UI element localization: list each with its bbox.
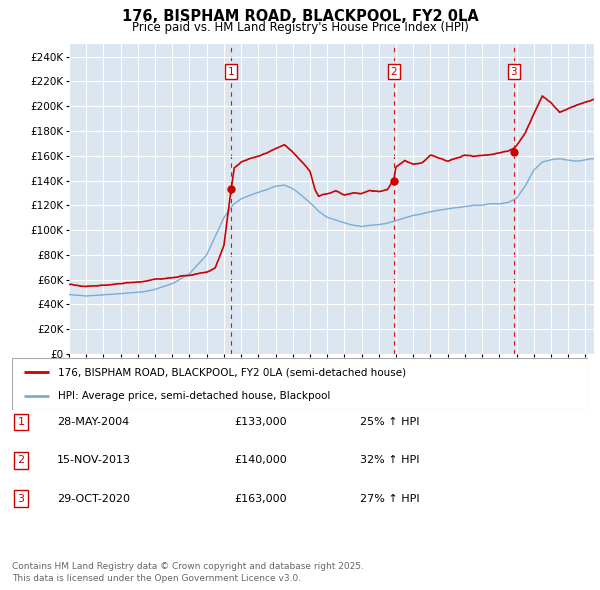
- Text: 25% ↑ HPI: 25% ↑ HPI: [360, 417, 419, 427]
- Text: 176, BISPHAM ROAD, BLACKPOOL, FY2 0LA (semi-detached house): 176, BISPHAM ROAD, BLACKPOOL, FY2 0LA (s…: [58, 367, 406, 377]
- Text: 2: 2: [391, 67, 397, 77]
- Text: 3: 3: [511, 67, 517, 77]
- Text: 176, BISPHAM ROAD, BLACKPOOL, FY2 0LA: 176, BISPHAM ROAD, BLACKPOOL, FY2 0LA: [122, 9, 478, 24]
- Text: 29-OCT-2020: 29-OCT-2020: [57, 494, 130, 503]
- Text: HPI: Average price, semi-detached house, Blackpool: HPI: Average price, semi-detached house,…: [58, 391, 331, 401]
- Text: 3: 3: [17, 494, 25, 503]
- Text: £140,000: £140,000: [234, 455, 287, 465]
- Text: 15-NOV-2013: 15-NOV-2013: [57, 455, 131, 465]
- Text: Price paid vs. HM Land Registry's House Price Index (HPI): Price paid vs. HM Land Registry's House …: [131, 21, 469, 34]
- Text: 2: 2: [17, 455, 25, 465]
- Text: 1: 1: [227, 67, 234, 77]
- Text: 27% ↑ HPI: 27% ↑ HPI: [360, 494, 419, 503]
- Text: £163,000: £163,000: [234, 494, 287, 503]
- Text: £133,000: £133,000: [234, 417, 287, 427]
- Text: Contains HM Land Registry data © Crown copyright and database right 2025.
This d: Contains HM Land Registry data © Crown c…: [12, 562, 364, 583]
- Text: 32% ↑ HPI: 32% ↑ HPI: [360, 455, 419, 465]
- Text: 28-MAY-2004: 28-MAY-2004: [57, 417, 129, 427]
- Text: 1: 1: [17, 417, 25, 427]
